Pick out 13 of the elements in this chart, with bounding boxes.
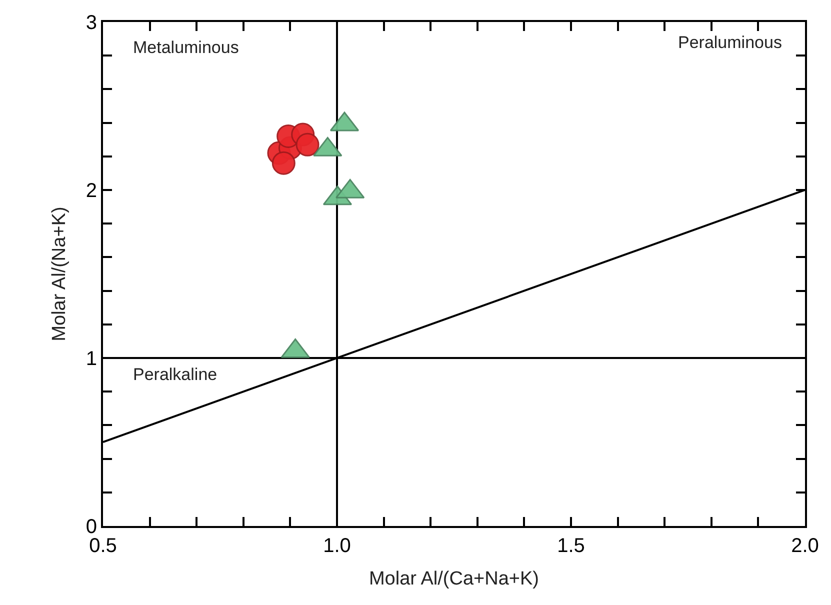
y-tick-label: 0: [86, 516, 97, 538]
x-tick-label: 1.0: [323, 535, 351, 557]
x-tick-label: 1.5: [557, 535, 585, 557]
annotation: Peralkaline: [133, 365, 218, 384]
y-tick-label: 2: [86, 180, 97, 202]
annotation: Peraluminous: [678, 33, 782, 52]
x-axis-title: Molar Al/(Ca+Na+K): [368, 568, 540, 590]
y-tick-label: 3: [86, 12, 97, 34]
y-axis-title: Molar Al/(Na+K): [49, 206, 70, 342]
x-tick-label: 2.0: [791, 535, 819, 557]
x-tick-label: 0.5: [89, 535, 117, 557]
y-tick-label: 1: [86, 348, 97, 370]
annotation: Metaluminous: [133, 38, 239, 57]
